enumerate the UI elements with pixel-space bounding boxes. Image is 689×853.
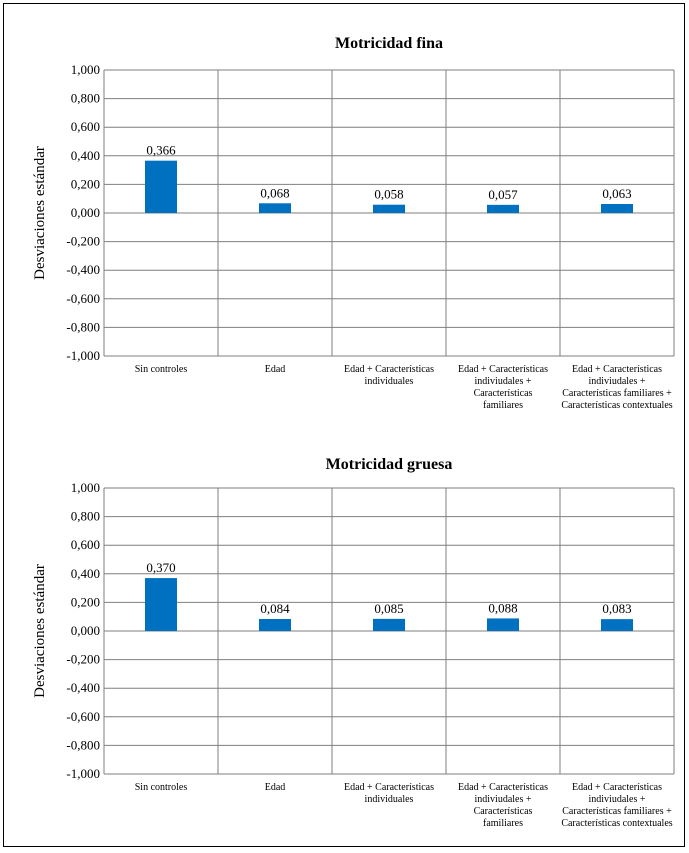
data-label: 0,085 <box>374 601 403 616</box>
charts-svg: Motricidad fina Desviaciones estándar 1,00… <box>32 35 675 829</box>
y-tick-label: 0,400 <box>71 566 100 581</box>
y-tick-label: 0,000 <box>71 623 100 638</box>
data-label: 0,063 <box>602 186 631 201</box>
x-category-label: Edad + Características <box>458 364 548 375</box>
figure-frame: Motricidad fina Desviaciones estándar 1,00… <box>3 3 685 847</box>
x-category-label: Edad + Características <box>572 782 662 793</box>
x-category-label: Características <box>474 806 533 817</box>
x-category-label: Edad <box>265 782 286 793</box>
x-category-label: Sin controles <box>135 782 188 793</box>
data-label: 0,370 <box>146 560 175 575</box>
y-tick-label: -0,200 <box>66 234 100 249</box>
bar <box>259 618 291 631</box>
y-tick-label: 1,000 <box>71 480 100 495</box>
x-category-label: Características familiares + <box>562 806 672 817</box>
y-tick-label: 0,200 <box>71 176 100 191</box>
data-label: 0,366 <box>146 143 176 158</box>
bar <box>259 203 291 213</box>
y-tick-label: 0,600 <box>71 537 100 552</box>
bar <box>601 619 633 631</box>
y-tick-label: -1,000 <box>66 348 100 363</box>
chart-title: Motricidad gruesa <box>326 456 453 473</box>
x-category-label: Características familiares + <box>562 388 672 399</box>
y-tick-label: 1,000 <box>71 62 100 77</box>
y-tick-label: 0,400 <box>71 148 100 163</box>
data-label: 0,088 <box>488 600 517 615</box>
x-category-label: indiviudales + <box>588 794 645 805</box>
x-category-label: Sin controles <box>135 364 188 375</box>
x-category-label: familiares <box>483 818 523 829</box>
x-category-label: Edad + Características <box>458 782 548 793</box>
y-tick-label: -0,400 <box>66 680 100 695</box>
data-label: 0,068 <box>260 185 289 200</box>
x-category-label: indiviudales + <box>588 376 645 387</box>
y-tick-label: -0,800 <box>66 319 100 334</box>
bar <box>373 618 405 631</box>
y-tick-label: 0,000 <box>71 205 100 220</box>
bar <box>487 204 519 213</box>
y-tick-label: -0,800 <box>66 737 100 752</box>
x-category-label: Edad <box>265 364 286 375</box>
y-tick-label: 0,800 <box>71 509 100 524</box>
bar <box>145 160 177 213</box>
bar <box>373 204 405 213</box>
x-category-label: Edad + Características <box>572 364 662 375</box>
data-label: 0,084 <box>260 601 290 616</box>
x-category-label: indiviudales + <box>474 794 531 805</box>
x-category-label: individuales <box>365 376 414 387</box>
y-tick-label: -0,400 <box>66 262 100 277</box>
x-category-label: Características contextuales <box>561 400 672 411</box>
bar <box>145 578 177 631</box>
y-tick-label: 0,200 <box>71 594 100 609</box>
y-tick-label: -0,600 <box>66 709 100 724</box>
y-tick-label: 0,600 <box>71 119 100 134</box>
y-tick-label: -1,000 <box>66 766 100 781</box>
x-category-label: indiviudales + <box>474 376 531 387</box>
y-tick-label: -0,200 <box>66 652 100 667</box>
chart-title: Motricidad fina <box>335 35 443 52</box>
y-axis-label: Desviaciones estándar <box>32 146 48 280</box>
y-axis-label: Desviaciones estándar <box>32 564 48 698</box>
data-label: 0,083 <box>602 601 631 616</box>
data-label: 0,057 <box>488 187 518 202</box>
x-category-label: Edad + Características <box>344 782 434 793</box>
bar <box>601 203 633 213</box>
x-category-label: Características <box>474 388 533 399</box>
x-category-label: Edad + Características <box>344 364 434 375</box>
bar <box>487 618 519 631</box>
y-tick-label: 0,800 <box>71 91 100 106</box>
x-category-label: Características contextuales <box>561 818 672 829</box>
x-category-label: individuales <box>365 794 414 805</box>
x-category-label: familiares <box>483 400 523 411</box>
y-tick-label: -0,600 <box>66 291 100 306</box>
data-label: 0,058 <box>374 187 403 202</box>
